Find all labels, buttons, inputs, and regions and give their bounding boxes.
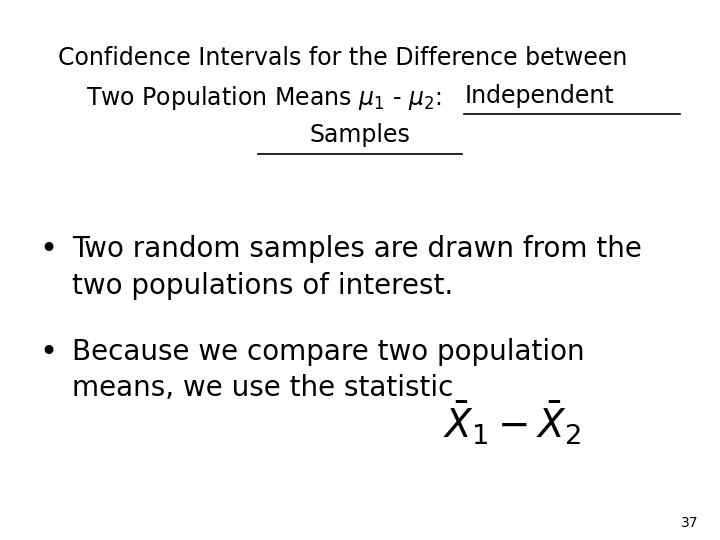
Text: •: • [40,235,58,264]
Text: •: • [40,338,58,367]
Text: Confidence Intervals for the Difference between: Confidence Intervals for the Difference … [58,46,627,70]
Text: $\bar{X}_1 - \bar{X}_2$: $\bar{X}_1 - \bar{X}_2$ [443,400,581,447]
Text: Independent: Independent [464,84,614,107]
Text: Samples: Samples [310,123,410,147]
Text: Because we compare two population
means, we use the statistic: Because we compare two population means,… [72,338,585,402]
Text: 37: 37 [681,516,698,530]
Text: Two Population Means $\mu_1$ - $\mu_2$:: Two Population Means $\mu_1$ - $\mu_2$: [86,84,445,112]
Text: Two random samples are drawn from the
two populations of interest.: Two random samples are drawn from the tw… [72,235,642,300]
